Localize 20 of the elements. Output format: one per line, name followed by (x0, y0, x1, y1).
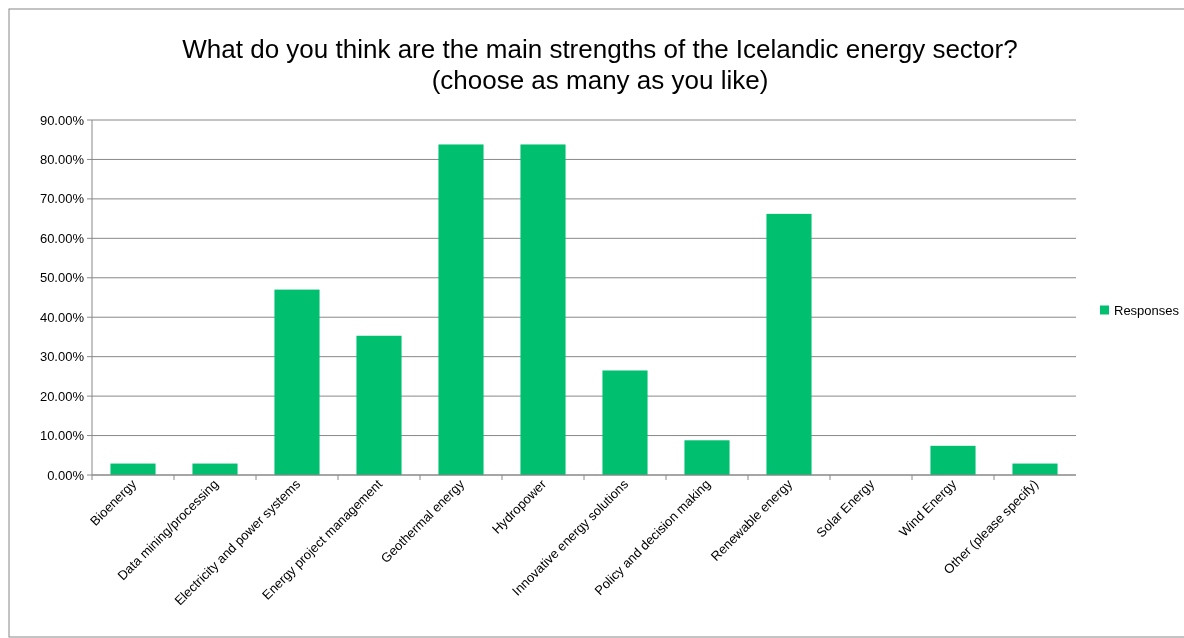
y-tick-label: 80.00% (39, 151, 85, 167)
bar (274, 289, 320, 475)
y-tick-label: 50.00% (39, 270, 85, 286)
y-tick-label: 90.00% (39, 112, 85, 128)
legend-label: Responses (1114, 303, 1180, 319)
bar (520, 144, 566, 475)
bar (602, 370, 648, 475)
y-tick-label: 30.00% (39, 349, 85, 365)
y-tick-label: 10.00% (39, 428, 85, 444)
bar (684, 440, 730, 475)
y-tick-label: 0.00% (47, 467, 85, 483)
chart-title: What do you think are the main strengths of the Icelandic energy sector? (choose as many as you like) (182, 34, 1018, 95)
y-tick-label: 60.00% (39, 230, 85, 246)
y-tick-label: 20.00% (39, 388, 85, 404)
bar (930, 445, 976, 475)
y-tick-label: 70.00% (39, 191, 85, 207)
y-tick-label: 40.00% (39, 309, 85, 325)
bar (438, 144, 484, 475)
bar (766, 213, 812, 475)
bar (356, 335, 402, 475)
